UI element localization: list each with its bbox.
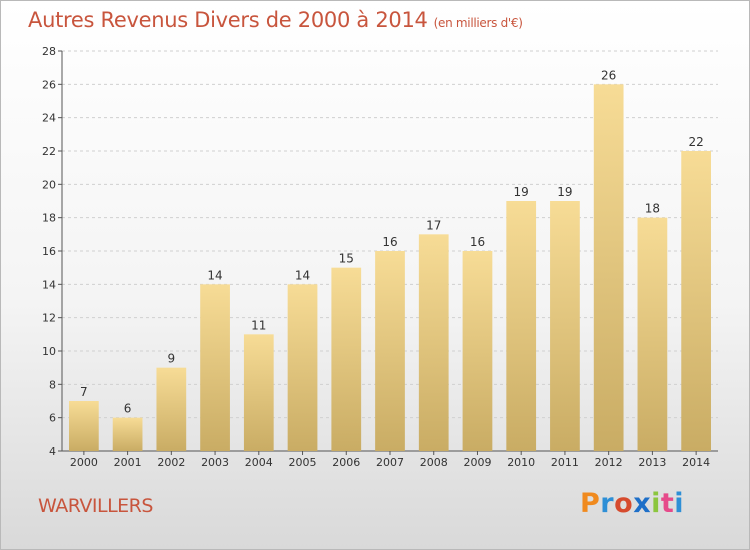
x-tick-label: 2006 [332, 456, 360, 469]
chart-title-text: Autres Revenus Divers de 2000 à 2014 [28, 8, 428, 32]
data-label: 22 [688, 135, 703, 149]
data-label: 18 [645, 202, 660, 216]
bar-2000 [68, 401, 99, 451]
y-tick-label: 28 [42, 45, 56, 58]
y-tick-label: 4 [49, 445, 56, 458]
y-tick-label: 14 [42, 278, 56, 291]
x-tick-label: 2013 [638, 456, 666, 469]
bar-2014 [681, 151, 712, 451]
y-tick-label: 12 [42, 312, 56, 325]
y-tick-label: 20 [42, 178, 56, 191]
data-label: 14 [295, 268, 310, 282]
data-label: 17 [426, 218, 441, 232]
labels: 4 6 8 10 12 14 16 18 20 22 24 26 28 7 2000 6 2001 9 2002 14… [42, 45, 710, 469]
data-label: 11 [251, 318, 266, 332]
chart-subtitle: (en milliers d'€) [433, 16, 523, 30]
data-label: 14 [207, 268, 222, 282]
data-label: 15 [339, 252, 354, 266]
x-tick-label: 2000 [70, 456, 98, 469]
bar-2009 [462, 251, 493, 451]
logo-letter: o [614, 488, 634, 519]
bar-2013 [637, 217, 668, 451]
chart-title: Autres Revenus Divers de 2000 à 2014 (en … [28, 8, 523, 32]
logo-letter: i [674, 488, 685, 519]
logo-letter: x [633, 488, 652, 519]
y-tick-label: 16 [42, 245, 56, 258]
data-label: 7 [80, 385, 88, 399]
y-tick-label: 10 [42, 345, 56, 358]
bar-2008 [418, 234, 449, 451]
x-tick-label: 2007 [376, 456, 404, 469]
x-tick-label: 2005 [289, 456, 317, 469]
x-tick-label: 2014 [682, 456, 710, 469]
x-tick-label: 2002 [157, 456, 185, 469]
logo-letter: r [600, 488, 615, 519]
y-tick-label: 6 [49, 412, 56, 425]
bar-2003 [200, 284, 230, 451]
bar-2004 [243, 334, 274, 451]
data-label: 9 [168, 352, 176, 366]
proxiti-logo: Proxiti [580, 488, 684, 519]
x-tick-label: 2004 [245, 456, 273, 469]
bar-2006 [331, 267, 362, 451]
y-tick-label: 8 [49, 378, 56, 391]
bar-2002 [156, 367, 187, 451]
data-label: 16 [470, 235, 485, 249]
bar-2012 [593, 84, 624, 451]
x-tick-label: 2009 [463, 456, 491, 469]
x-tick-label: 2010 [507, 456, 535, 469]
bars [68, 84, 712, 451]
bar-2010 [506, 201, 537, 451]
bar-2001 [112, 417, 143, 451]
data-label: 19 [557, 185, 572, 199]
logo-letter: P [580, 488, 601, 519]
bar-2011 [550, 201, 580, 451]
x-tick-label: 2011 [551, 456, 579, 469]
y-tick-label: 24 [42, 112, 56, 125]
y-tick-label: 26 [42, 78, 56, 91]
logo-letter: i [651, 488, 661, 519]
x-tick-label: 2003 [201, 456, 229, 469]
x-tick-label: 2001 [114, 456, 142, 469]
y-tick-label: 18 [42, 212, 56, 225]
logo-letter: t [660, 488, 675, 519]
y-tick-label: 22 [42, 145, 56, 158]
data-label: 26 [601, 68, 616, 82]
bar-2007 [375, 251, 405, 451]
data-label: 16 [382, 235, 397, 249]
x-tick-label: 2008 [420, 456, 448, 469]
data-label: 19 [514, 185, 529, 199]
data-label: 6 [124, 402, 132, 416]
bar-2005 [287, 284, 318, 451]
commune-name: WARVILLERS [38, 495, 153, 517]
x-tick-label: 2012 [595, 456, 623, 469]
